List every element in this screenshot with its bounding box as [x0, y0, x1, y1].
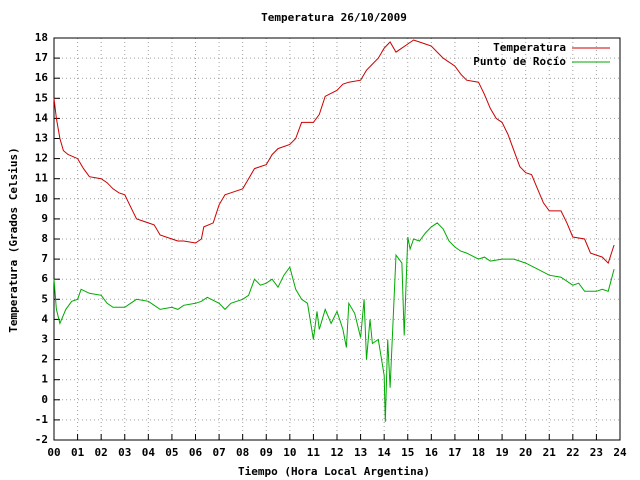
x-axis-label: Tiempo (Hora Local Argentina): [238, 465, 430, 478]
x-tick-label: 16: [425, 446, 439, 459]
y-tick-label: 6: [41, 272, 48, 285]
x-tick-label: 19: [495, 446, 508, 459]
legend-label: Punto de Rocío: [473, 55, 566, 68]
x-tick-label: 05: [165, 446, 178, 459]
x-tick-label: 23: [590, 446, 603, 459]
y-tick-label: 10: [35, 192, 48, 205]
y-axis-label: Temperatura (Grados Celsius): [7, 147, 20, 332]
series-line: [53, 222, 615, 422]
x-tick-label: 09: [260, 446, 273, 459]
y-tick-label: 14: [35, 111, 49, 124]
x-tick-label: 11: [307, 446, 321, 459]
y-tick-label: 5: [41, 292, 48, 305]
x-tick-label: 12: [330, 446, 343, 459]
x-tick-label: 17: [448, 446, 461, 459]
x-tick-label: 21: [543, 446, 557, 459]
x-tick-label: 03: [118, 446, 131, 459]
y-tick-label: 13: [35, 132, 48, 145]
x-tick-label: 24: [613, 446, 627, 459]
y-tick-label: 2: [41, 353, 48, 366]
y-tick-label: 11: [35, 172, 49, 185]
y-tick-label: 0: [41, 393, 48, 406]
x-tick-label: 02: [95, 446, 108, 459]
y-tick-label: 1: [41, 373, 48, 386]
x-tick-label: 13: [354, 446, 367, 459]
x-tick-label: 07: [212, 446, 225, 459]
x-tick-label: 04: [142, 446, 156, 459]
x-tick-label: 08: [236, 446, 249, 459]
y-tick-label: 7: [41, 252, 48, 265]
y-tick-label: 16: [35, 71, 49, 84]
x-tick-label: 18: [472, 446, 485, 459]
plot-border: [53, 37, 621, 441]
y-tick-label: 15: [35, 91, 48, 104]
x-tick-label: 22: [566, 446, 579, 459]
x-tick-label: 01: [71, 446, 85, 459]
chart-title: Temperatura 26/10/2009: [261, 11, 407, 24]
series-line: [53, 39, 615, 265]
x-tick-label: 06: [189, 446, 203, 459]
x-tick-label: 10: [283, 446, 296, 459]
x-tick-label: 14: [378, 446, 392, 459]
y-tick-label: 12: [35, 152, 48, 165]
y-tick-label: 17: [35, 51, 48, 64]
x-tick-label: 15: [401, 446, 414, 459]
y-tick-label: 8: [41, 232, 48, 245]
y-tick-label: 3: [41, 333, 48, 346]
y-tick-label: 4: [41, 312, 48, 325]
legend-label: Temperatura: [493, 41, 566, 54]
x-tick-label: 00: [47, 446, 60, 459]
x-tick-label: 20: [519, 446, 532, 459]
y-tick-label: 9: [41, 212, 48, 225]
y-tick-label: 18: [35, 31, 48, 44]
y-tick-label: -2: [35, 433, 48, 446]
y-tick-label: -1: [35, 413, 49, 426]
